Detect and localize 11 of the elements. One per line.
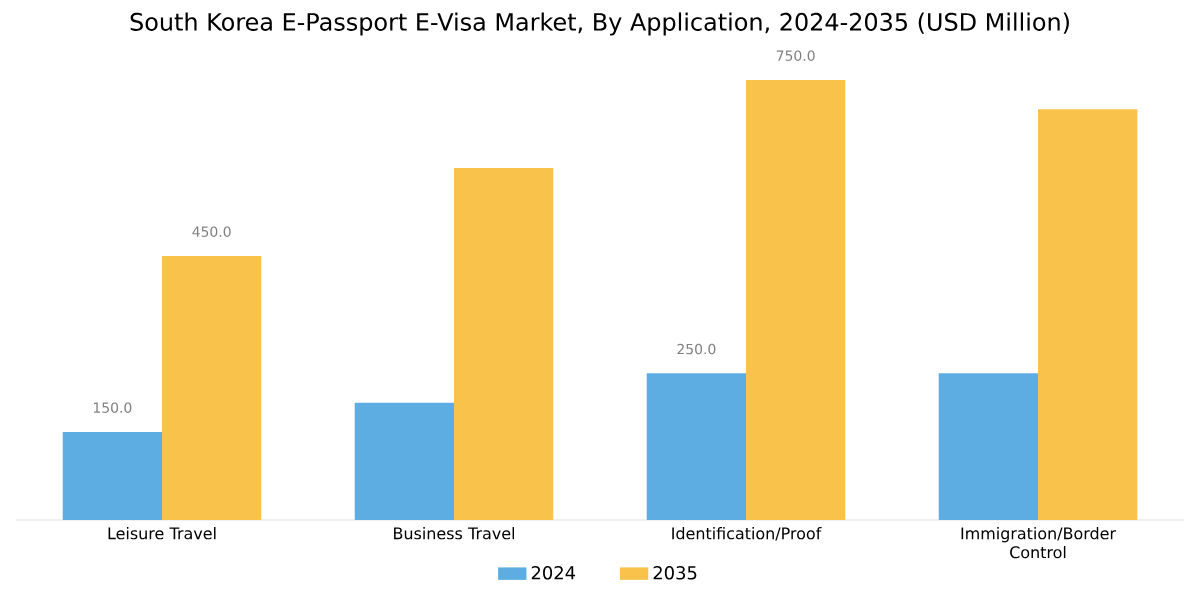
bar — [62, 432, 162, 520]
legend-label: 2024 — [531, 566, 576, 580]
bar — [646, 373, 747, 520]
chart-title: South Korea E-Passport E-Visa Market, By Application, 2024-2035 (USD Million) — [130, 12, 1069, 36]
bar — [354, 402, 455, 520]
bar — [938, 373, 1039, 520]
bar — [162, 256, 262, 520]
legend-label: 2035 — [653, 566, 697, 580]
bar — [746, 79, 846, 520]
bar — [454, 167, 554, 520]
bar — [1038, 109, 1138, 520]
